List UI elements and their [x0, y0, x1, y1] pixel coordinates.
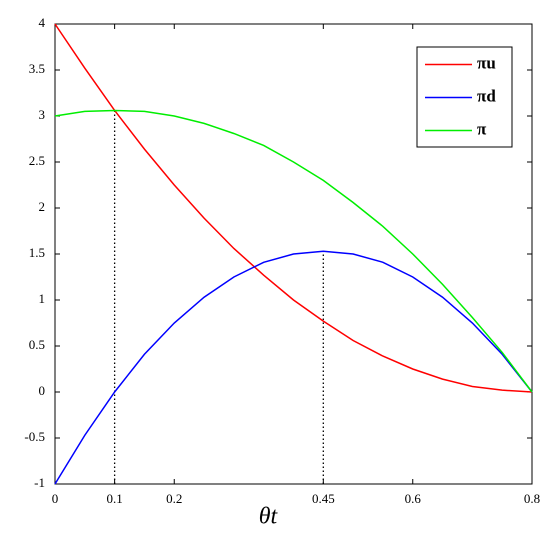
- y-tick-label: -1: [34, 475, 45, 490]
- legend-label: πd: [477, 86, 496, 105]
- y-tick-label: 0: [39, 383, 46, 398]
- y-tick-label: 4: [39, 15, 46, 30]
- x-tick-label: 0.2: [166, 491, 182, 506]
- x-tick-label: 0: [52, 491, 59, 506]
- y-tick-label: 1: [39, 291, 46, 306]
- y-tick-label: 1.5: [29, 245, 45, 260]
- x-axis-label: θt: [259, 504, 279, 530]
- y-tick-label: 2: [39, 199, 46, 214]
- y-tick-label: 3.5: [29, 61, 45, 76]
- y-tick-label: 2.5: [29, 153, 45, 168]
- x-tick-label: 0.45: [312, 491, 335, 506]
- x-tick-label: 0.1: [107, 491, 123, 506]
- x-tick-label: 0.8: [524, 491, 540, 506]
- legend-label: π: [477, 119, 487, 138]
- y-tick-label: -0.5: [24, 429, 45, 444]
- series-line: [54, 23, 533, 393]
- series-line: [54, 109, 533, 393]
- x-tick-label: 0.6: [405, 491, 422, 506]
- y-tick-label: 3: [39, 107, 46, 122]
- legend-label: πu: [477, 53, 496, 72]
- y-tick-label: 0.5: [29, 337, 45, 352]
- series-line: [54, 250, 533, 485]
